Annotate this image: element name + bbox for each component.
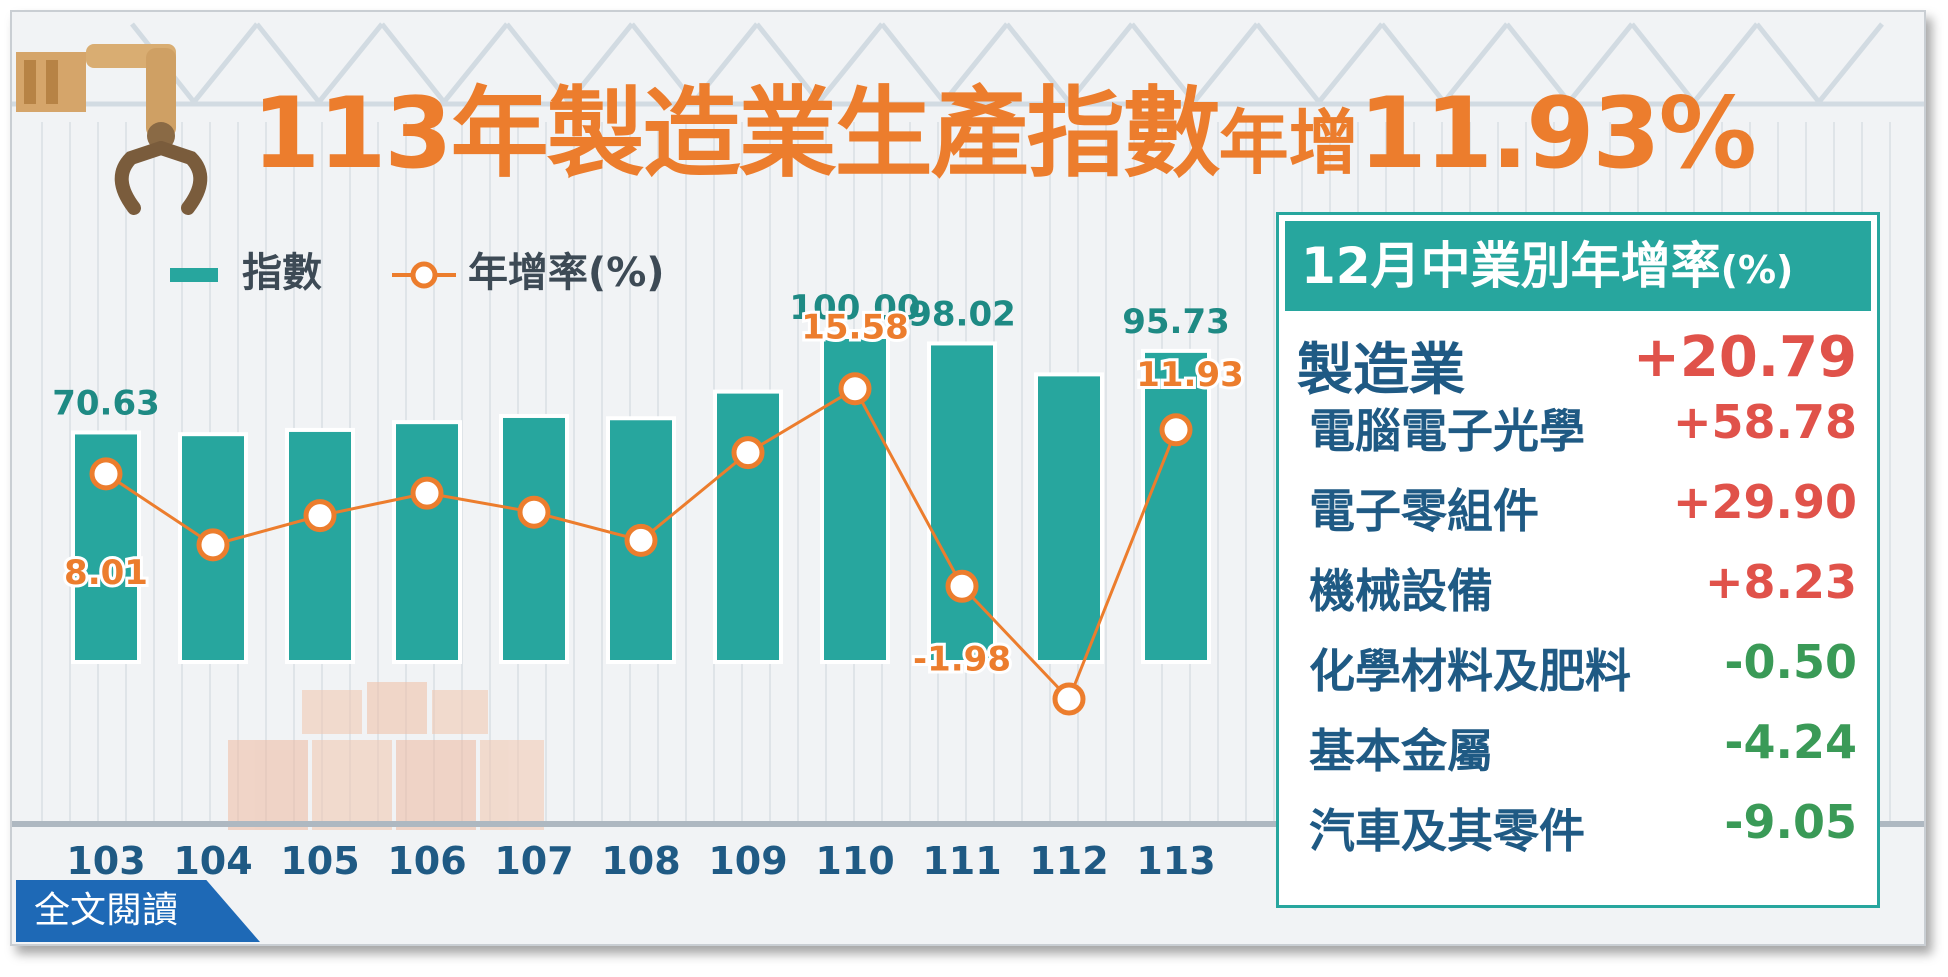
growth-point-113	[1159, 413, 1193, 447]
bar-112	[1034, 372, 1104, 664]
x-tick-label: 108	[601, 839, 680, 883]
growth-value-label: 8.01	[64, 553, 148, 593]
growth-point-104	[196, 528, 230, 562]
industry-growth-value: -9.05	[1724, 795, 1857, 849]
x-tick-label: 107	[494, 839, 573, 883]
panel-row: 基本金屬 -4.24	[1279, 715, 1877, 778]
x-tick-label: 104	[173, 839, 252, 883]
infographic-frame: 70.63 100.00 98.02 95.73 8.01 15.58 -1.98 11.93…	[10, 10, 1926, 946]
bar-111	[927, 341, 997, 664]
x-tick-label: 112	[1029, 839, 1108, 883]
industry-growth-value: +20.79	[1632, 325, 1857, 390]
boxes-icon	[228, 682, 544, 830]
bar-value-label: 98.02	[908, 294, 1016, 334]
title-suffix: 年增	[1218, 102, 1359, 184]
industry-name: 製造業	[1297, 338, 1465, 403]
panel-title-text: 12月中業別年增率	[1301, 237, 1721, 295]
industry-name: 基本金屬	[1309, 724, 1493, 778]
bar-108	[606, 416, 676, 664]
growth-point-110	[838, 372, 872, 406]
title-value: 11.93%	[1358, 77, 1757, 191]
growth-point-105	[303, 499, 337, 533]
panel-row: 電腦電子光學 +58.78	[1279, 395, 1877, 458]
panel-row: 汽車及其零件 -9.05	[1279, 795, 1877, 858]
bar-value-label: 95.73	[1122, 302, 1230, 342]
chart-title: 113年製造業生產指數年增11.93%	[252, 54, 1757, 196]
title-main: 製造業生產指數	[546, 77, 1221, 191]
industry-name: 化學材料及肥料	[1309, 644, 1631, 698]
x-tick-label: 111	[922, 839, 1001, 883]
growth-point-111	[945, 569, 979, 603]
industry-name: 電子零組件	[1309, 484, 1539, 538]
bar-106	[392, 420, 462, 664]
bar-105	[285, 427, 355, 665]
bar-109	[713, 389, 783, 664]
industry-growth-panel: 12月中業別年增率(%) 製造業 +20.79 電腦電子光學 +58.78 電子零組件 +…	[1276, 212, 1880, 908]
legend-line-label: 年增率(%)	[467, 250, 665, 296]
bar-value-label: 100.00	[789, 288, 920, 328]
industry-growth-value: -0.50	[1724, 635, 1857, 689]
industry-growth-value: +58.78	[1672, 395, 1857, 449]
panel-title: 12月中業別年增率(%)	[1285, 221, 1871, 311]
growth-point-103	[89, 457, 123, 491]
growth-value-label: 15.58	[801, 308, 909, 348]
panel-row: 機械設備 +8.23	[1279, 555, 1877, 618]
panel-row: 電子零組件 +29.90	[1279, 475, 1877, 538]
x-tick-label: 110	[815, 839, 894, 883]
x-tick-label: 105	[280, 839, 359, 883]
industry-growth-value: +8.23	[1704, 555, 1857, 609]
industry-name: 電腦電子光學	[1309, 404, 1585, 458]
x-tick-label: 113	[1136, 839, 1215, 883]
legend-bar-swatch	[170, 268, 218, 282]
growth-point-109	[731, 436, 765, 470]
industry-name: 汽車及其零件	[1309, 804, 1585, 858]
growth-point-112	[1052, 682, 1086, 716]
legend-bar-label: 指數	[242, 250, 322, 296]
growth-point-107	[517, 495, 551, 529]
x-tick-label: 103	[66, 839, 145, 883]
bar-value-label: 70.63	[52, 383, 160, 423]
panel-row: 製造業 +20.79	[1279, 325, 1877, 403]
growth-value-label: 11.93	[1136, 355, 1244, 395]
x-tick-label: 109	[708, 839, 787, 883]
robotic-claw-icon	[16, 44, 208, 215]
growth-value-label: -1.98	[913, 639, 1011, 679]
industry-growth-value: -4.24	[1724, 715, 1857, 769]
bar-107	[499, 413, 569, 664]
growth-point-106	[410, 476, 444, 510]
bar-113	[1141, 348, 1211, 664]
growth-point-108	[624, 523, 658, 557]
legend-line-swatch	[391, 261, 456, 289]
panel-title-unit: (%)	[1720, 248, 1794, 292]
bar-110	[820, 335, 890, 664]
panel-row: 化學材料及肥料 -0.50	[1279, 635, 1877, 698]
industry-name: 機械設備	[1309, 564, 1493, 618]
industry-growth-value: +29.90	[1672, 475, 1857, 529]
x-tick-label: 106	[387, 839, 466, 883]
title-prefix: 113年	[252, 77, 549, 191]
legend: 指數 年增率(%)	[170, 240, 665, 298]
bar-104	[178, 432, 248, 664]
